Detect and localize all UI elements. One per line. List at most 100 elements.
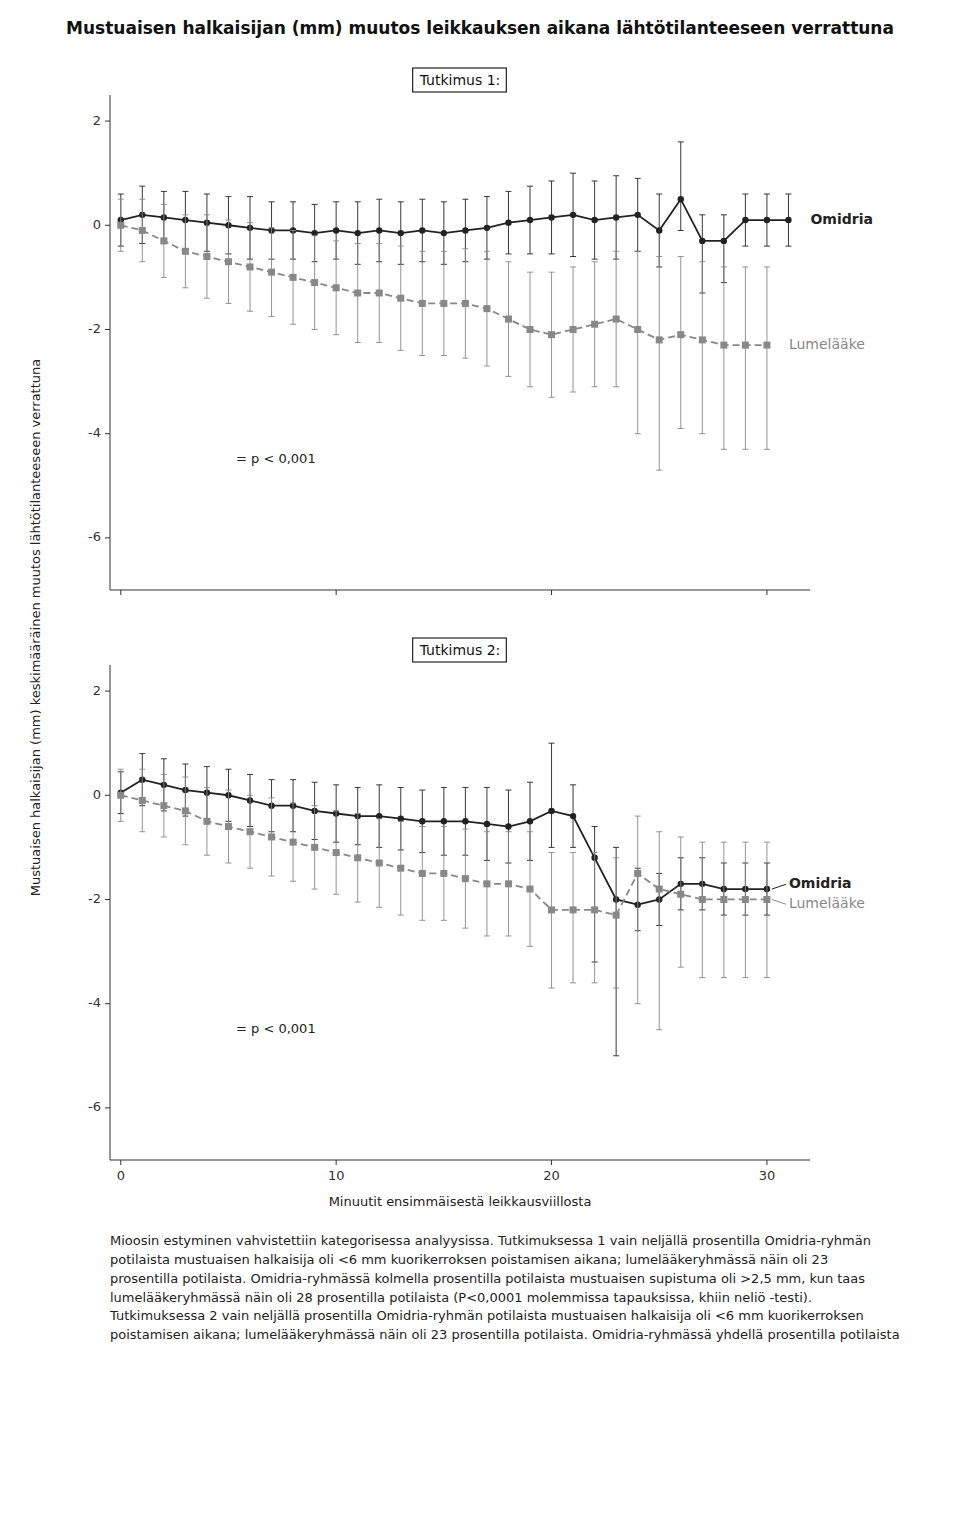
error-bar bbox=[570, 267, 576, 392]
error-bar-cap bbox=[613, 857, 619, 858]
error-bar-cap bbox=[204, 194, 210, 195]
error-bar-cap bbox=[333, 784, 339, 785]
error-bar bbox=[527, 186, 533, 254]
error-bar-cap bbox=[419, 790, 425, 791]
series-label: Lumelääke bbox=[789, 336, 865, 352]
x-tick bbox=[551, 590, 552, 595]
x-tick bbox=[766, 1160, 767, 1165]
series-label: Lumelääke bbox=[789, 895, 865, 911]
panel-title-box bbox=[413, 68, 507, 92]
error-bar-cap bbox=[678, 230, 684, 231]
error-bar bbox=[312, 236, 318, 330]
error-bar-cap bbox=[699, 433, 705, 434]
y-axis-line bbox=[110, 665, 111, 1160]
error-bar-cap bbox=[441, 201, 447, 202]
error-bar-cap bbox=[290, 779, 296, 780]
point bbox=[440, 870, 447, 877]
error-bar-cap bbox=[333, 334, 339, 335]
point bbox=[484, 225, 490, 231]
error-bar-cap bbox=[570, 256, 576, 257]
error-bar-cap bbox=[398, 787, 404, 788]
error-bar-cap bbox=[484, 196, 490, 197]
error-bar-cap bbox=[269, 316, 275, 317]
point bbox=[462, 300, 469, 307]
x-tick-label: 0 bbox=[117, 1168, 125, 1183]
error-bar-cap bbox=[699, 842, 705, 843]
x-tick bbox=[766, 590, 767, 595]
y-tick bbox=[105, 899, 110, 900]
point bbox=[462, 875, 469, 882]
error-bar bbox=[355, 814, 361, 903]
error-bar bbox=[656, 832, 662, 1030]
error-bar-cap bbox=[592, 826, 598, 827]
error-bar-cap bbox=[613, 1055, 619, 1056]
panel-title: Tutkimus 1: bbox=[419, 72, 501, 88]
error-bar bbox=[764, 267, 770, 449]
error-bar-cap bbox=[419, 355, 425, 356]
error-bar-cap bbox=[118, 821, 124, 822]
error-bar-cap bbox=[570, 847, 576, 848]
point bbox=[548, 906, 555, 913]
error-bar-cap bbox=[484, 787, 490, 788]
error-bar bbox=[592, 262, 598, 387]
point bbox=[462, 818, 468, 824]
error-bar-cap bbox=[182, 191, 188, 192]
point bbox=[419, 300, 426, 307]
error-bar-cap bbox=[613, 386, 619, 387]
error-bar-cap bbox=[699, 261, 705, 262]
error-bar-cap bbox=[764, 449, 770, 450]
error-bar-cap bbox=[570, 982, 576, 983]
x-tick bbox=[336, 1160, 337, 1165]
error-bar bbox=[419, 827, 425, 921]
error-bar-cap bbox=[182, 287, 188, 288]
error-bar-cap bbox=[182, 214, 188, 215]
error-bar-cap bbox=[355, 201, 361, 202]
error-bar bbox=[484, 832, 490, 936]
error-bar-cap bbox=[333, 810, 339, 811]
series bbox=[117, 769, 770, 1030]
error-bar bbox=[333, 241, 339, 335]
series bbox=[118, 142, 792, 293]
error-bar-cap bbox=[204, 214, 210, 215]
x-tick bbox=[120, 1160, 121, 1165]
error-bar-cap bbox=[118, 199, 124, 200]
point bbox=[290, 839, 297, 846]
series-label: Omidria bbox=[810, 211, 872, 227]
error-bar-cap bbox=[785, 246, 791, 247]
point bbox=[419, 818, 425, 824]
error-bar-cap bbox=[441, 251, 447, 252]
error-bar-stem bbox=[745, 842, 746, 977]
error-bar-cap bbox=[635, 251, 641, 252]
point bbox=[311, 279, 318, 286]
error-bar-cap bbox=[570, 852, 576, 853]
error-bar-stem bbox=[723, 267, 724, 449]
error-bar-cap bbox=[721, 977, 727, 978]
error-bar-stem bbox=[616, 858, 617, 988]
error-bar-cap bbox=[312, 805, 318, 806]
y-tick bbox=[105, 1003, 110, 1004]
x-axis-line bbox=[110, 590, 810, 591]
point bbox=[117, 222, 124, 229]
point bbox=[720, 896, 727, 903]
error-bar-cap bbox=[462, 248, 468, 249]
error-bar bbox=[592, 181, 598, 259]
error-bar-cap bbox=[247, 868, 253, 869]
point bbox=[354, 854, 361, 861]
error-bar bbox=[656, 194, 662, 267]
error-bar-cap bbox=[505, 376, 511, 377]
error-bar-cap bbox=[484, 831, 490, 832]
error-bar bbox=[355, 244, 361, 343]
error-bar bbox=[678, 142, 684, 231]
panel-title-box bbox=[413, 638, 507, 662]
point bbox=[483, 305, 490, 312]
point bbox=[548, 214, 554, 220]
error-bar bbox=[462, 249, 468, 358]
error-bar-cap bbox=[441, 826, 447, 827]
error-bar bbox=[247, 795, 253, 868]
point bbox=[570, 326, 577, 333]
series-label: Omidria bbox=[789, 875, 851, 891]
point bbox=[548, 808, 554, 814]
error-bar-stem bbox=[702, 842, 703, 977]
point bbox=[699, 896, 706, 903]
error-bar-stem bbox=[659, 832, 660, 1030]
